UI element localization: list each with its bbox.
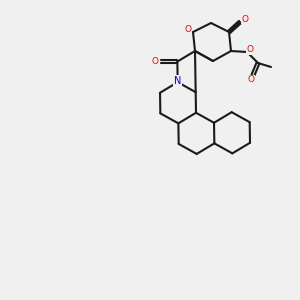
Text: N: N (174, 77, 182, 87)
Text: N: N (174, 76, 182, 86)
Text: O: O (152, 57, 159, 66)
Text: O: O (242, 14, 248, 23)
Text: O: O (184, 26, 191, 34)
Text: O: O (247, 46, 254, 55)
Text: O: O (248, 76, 254, 85)
